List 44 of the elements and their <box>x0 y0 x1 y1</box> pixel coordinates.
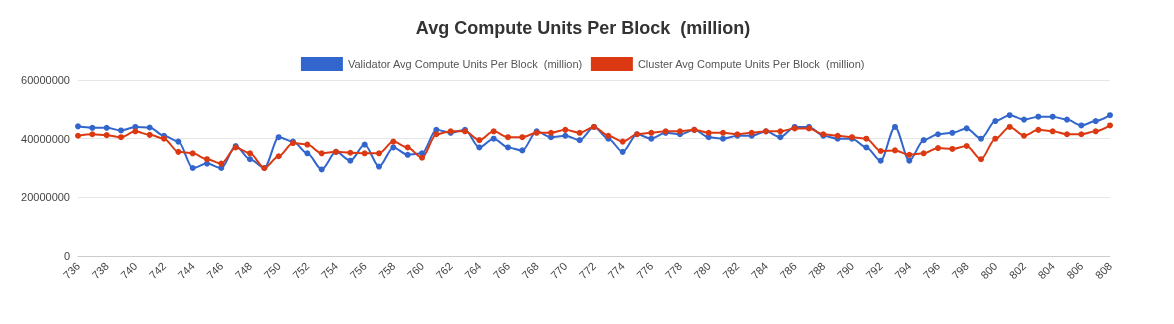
x-tick-label: 808 <box>1092 259 1115 282</box>
y-tick-label: 0 <box>63 250 70 262</box>
x-tick-label: 758 <box>376 259 398 282</box>
y-tick-label: 40000000 <box>21 132 70 145</box>
x-tick-label: 784 <box>748 259 771 282</box>
x-tick-label: 750 <box>261 259 283 282</box>
x-tick-label: 738 <box>89 259 111 282</box>
x-tick-label: 786 <box>777 259 799 282</box>
x-tick-label: 740 <box>118 259 140 282</box>
x-tick-label: 782 <box>720 259 742 282</box>
x-tick-label: 748 <box>232 259 255 282</box>
legend-label: Cluster Avg Compute Units Per Block (million) <box>637 58 865 70</box>
y-tick-label: 60000000 <box>21 74 70 86</box>
x-tick-label: 754 <box>318 259 341 282</box>
x-tick-label: 804 <box>1035 259 1057 282</box>
x-tick-label: 798 <box>949 259 971 282</box>
x-tick-label: 764 <box>462 259 484 282</box>
x-tick-label: 770 <box>548 259 570 282</box>
x-tick-label: 778 <box>662 259 685 282</box>
x-tick-label: 790 <box>834 259 857 282</box>
x-tick-label: 766 <box>490 259 513 282</box>
x-tick-label: 800 <box>978 259 1000 282</box>
x-tick-label: 772 <box>576 259 599 282</box>
x-tick-label: 806 <box>1064 259 1086 282</box>
y-tick-label: 20000000 <box>21 191 70 204</box>
x-tick-label: 752 <box>290 259 312 282</box>
chart-title: Avg Compute Units Per Block (million) <box>415 18 751 38</box>
x-tick-label: 744 <box>175 259 197 282</box>
x-tick-label: 788 <box>806 259 828 282</box>
x-tick-label: 774 <box>605 259 627 282</box>
x-tick-label: 768 <box>519 259 541 282</box>
x-tick-label: 780 <box>691 259 713 282</box>
x-tick-label: 746 <box>204 259 226 282</box>
x-tick-label: 794 <box>892 259 914 282</box>
legend-label: Validator Avg Compute Units Per Block (million) <box>347 58 583 70</box>
x-tick-label: 736 <box>60 259 83 282</box>
x-tick-label: 760 <box>404 259 427 282</box>
x-tick-label: 776 <box>634 259 656 282</box>
x-tick-label: 802 <box>1006 259 1029 282</box>
x-tick-label: 762 <box>433 259 455 282</box>
x-tick-label: 792 <box>863 259 885 282</box>
x-tick-label: 742 <box>146 259 169 282</box>
x-tick-label: 796 <box>920 259 943 282</box>
x-tick-label: 756 <box>347 259 369 282</box>
